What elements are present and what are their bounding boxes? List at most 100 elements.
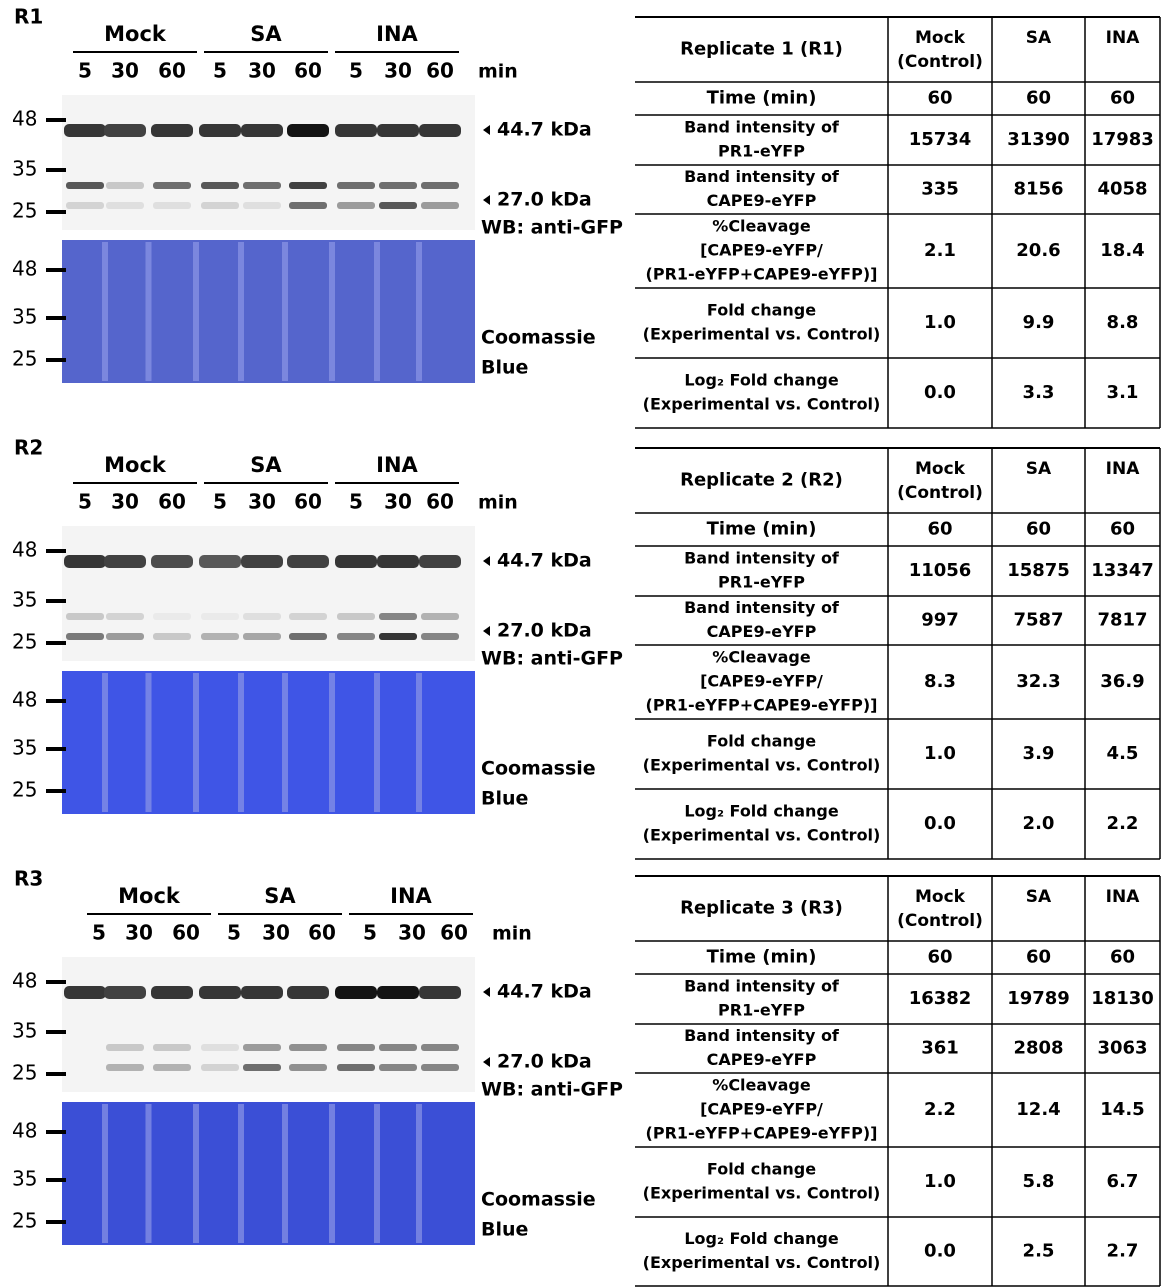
- table-value: 36.9: [1100, 671, 1144, 692]
- band: [289, 633, 327, 640]
- lane-gap: [146, 673, 152, 812]
- table-text: PR1-eYFP: [718, 573, 805, 592]
- marker-label: 48: [12, 538, 37, 562]
- table-text: Log₂ Fold change: [684, 802, 839, 821]
- marker-label: 35: [12, 305, 37, 329]
- table-value: 60: [1026, 519, 1051, 540]
- time-label: 5: [227, 921, 241, 945]
- marker-label: 48: [12, 969, 37, 993]
- time-label: 60: [440, 921, 468, 945]
- group-label: SA: [264, 884, 296, 908]
- table-value: 18.4: [1100, 240, 1144, 261]
- time-label: 5: [349, 490, 363, 514]
- band: [64, 124, 106, 137]
- band: [64, 555, 106, 568]
- lane-gap: [102, 1104, 108, 1243]
- table-value: 3.9: [1023, 743, 1055, 764]
- lane-gap: [193, 673, 199, 812]
- time-label: 60: [308, 921, 336, 945]
- group-label: INA: [376, 453, 418, 477]
- group-label: INA: [390, 884, 432, 908]
- time-label: 60: [426, 490, 454, 514]
- band: [153, 182, 191, 189]
- lane-gap: [146, 1104, 152, 1243]
- band: [66, 182, 104, 189]
- table-text: Band intensity of: [684, 167, 840, 186]
- band: [379, 1044, 417, 1051]
- lane-gap: [282, 242, 288, 381]
- table-value: 32.3: [1016, 671, 1060, 692]
- band: [337, 182, 375, 189]
- table-value: 2808: [1013, 1038, 1063, 1059]
- band: [243, 182, 281, 189]
- arrowhead: [483, 1057, 490, 1067]
- band: [379, 182, 417, 189]
- band: [106, 182, 144, 189]
- band-label: 44.7 kDa: [497, 550, 592, 572]
- band: [243, 202, 281, 209]
- table-text: INA: [1106, 28, 1141, 48]
- band: [106, 633, 144, 640]
- table-value: 1.0: [924, 743, 956, 764]
- panel-label: R2: [14, 436, 43, 460]
- table-text: Replicate 3 (R3): [680, 898, 843, 919]
- table-text: (Experimental vs. Control): [643, 325, 881, 344]
- band: [289, 613, 327, 620]
- table-text: SA: [1026, 28, 1052, 48]
- band: [337, 1044, 375, 1051]
- band: [243, 1044, 281, 1051]
- time-label: 30: [384, 59, 412, 83]
- band: [419, 555, 461, 568]
- band-label: 44.7 kDa: [497, 981, 592, 1003]
- band: [243, 633, 281, 640]
- table-text: Band intensity of: [684, 549, 840, 568]
- band: [335, 555, 377, 568]
- band-label: 27.0 kDa: [497, 1051, 592, 1073]
- time-label: 60: [294, 490, 322, 514]
- band: [153, 613, 191, 620]
- table-value: 60: [927, 519, 952, 540]
- table-text: Fold change: [707, 732, 816, 751]
- time-label: 30: [398, 921, 426, 945]
- band: [421, 633, 459, 640]
- marker-label: 48: [12, 257, 37, 281]
- table-value: 3.1: [1107, 382, 1139, 403]
- blot-image: [62, 957, 475, 1092]
- band: [379, 1064, 417, 1071]
- time-label: 30: [111, 59, 139, 83]
- band: [337, 613, 375, 620]
- table-value: 11056: [909, 560, 972, 581]
- band-label: 27.0 kDa: [497, 620, 592, 642]
- table-value: 2.2: [1107, 813, 1139, 834]
- table-text: (PR1-eYFP+CAPE9-eYFP)]: [646, 696, 878, 715]
- band: [201, 613, 239, 620]
- table-value: 8.3: [924, 671, 956, 692]
- blot-image: [62, 526, 475, 661]
- table-value: 15875: [1007, 560, 1070, 581]
- table-text: %Cleavage: [712, 1076, 811, 1095]
- time-label: 30: [125, 921, 153, 945]
- lane-gap: [238, 1104, 244, 1243]
- band: [379, 202, 417, 209]
- marker-label: 25: [12, 778, 37, 802]
- table-text: Time (min): [707, 88, 817, 109]
- stain-label: Coomassie: [481, 758, 596, 780]
- table-text: (Experimental vs. Control): [643, 826, 881, 845]
- table-text: (PR1-eYFP+CAPE9-eYFP)]: [646, 1124, 878, 1143]
- band: [64, 986, 106, 999]
- unit-label: min: [492, 923, 532, 945]
- table-value: 17983: [1091, 129, 1154, 150]
- band: [201, 202, 239, 209]
- group-label: SA: [250, 22, 282, 46]
- table-value: 2.2: [924, 1099, 956, 1120]
- blot-label: WB: anti-GFP: [481, 1079, 623, 1101]
- arrowhead: [483, 987, 490, 997]
- blot-image: [62, 95, 475, 230]
- time-label: 30: [248, 59, 276, 83]
- table-value: 60: [1110, 947, 1135, 968]
- table-text: (Control): [897, 483, 983, 503]
- marker-label: 35: [12, 736, 37, 760]
- stain-label: Blue: [481, 1219, 528, 1241]
- table-text: Log₂ Fold change: [684, 1229, 839, 1248]
- lane-gap: [329, 673, 335, 812]
